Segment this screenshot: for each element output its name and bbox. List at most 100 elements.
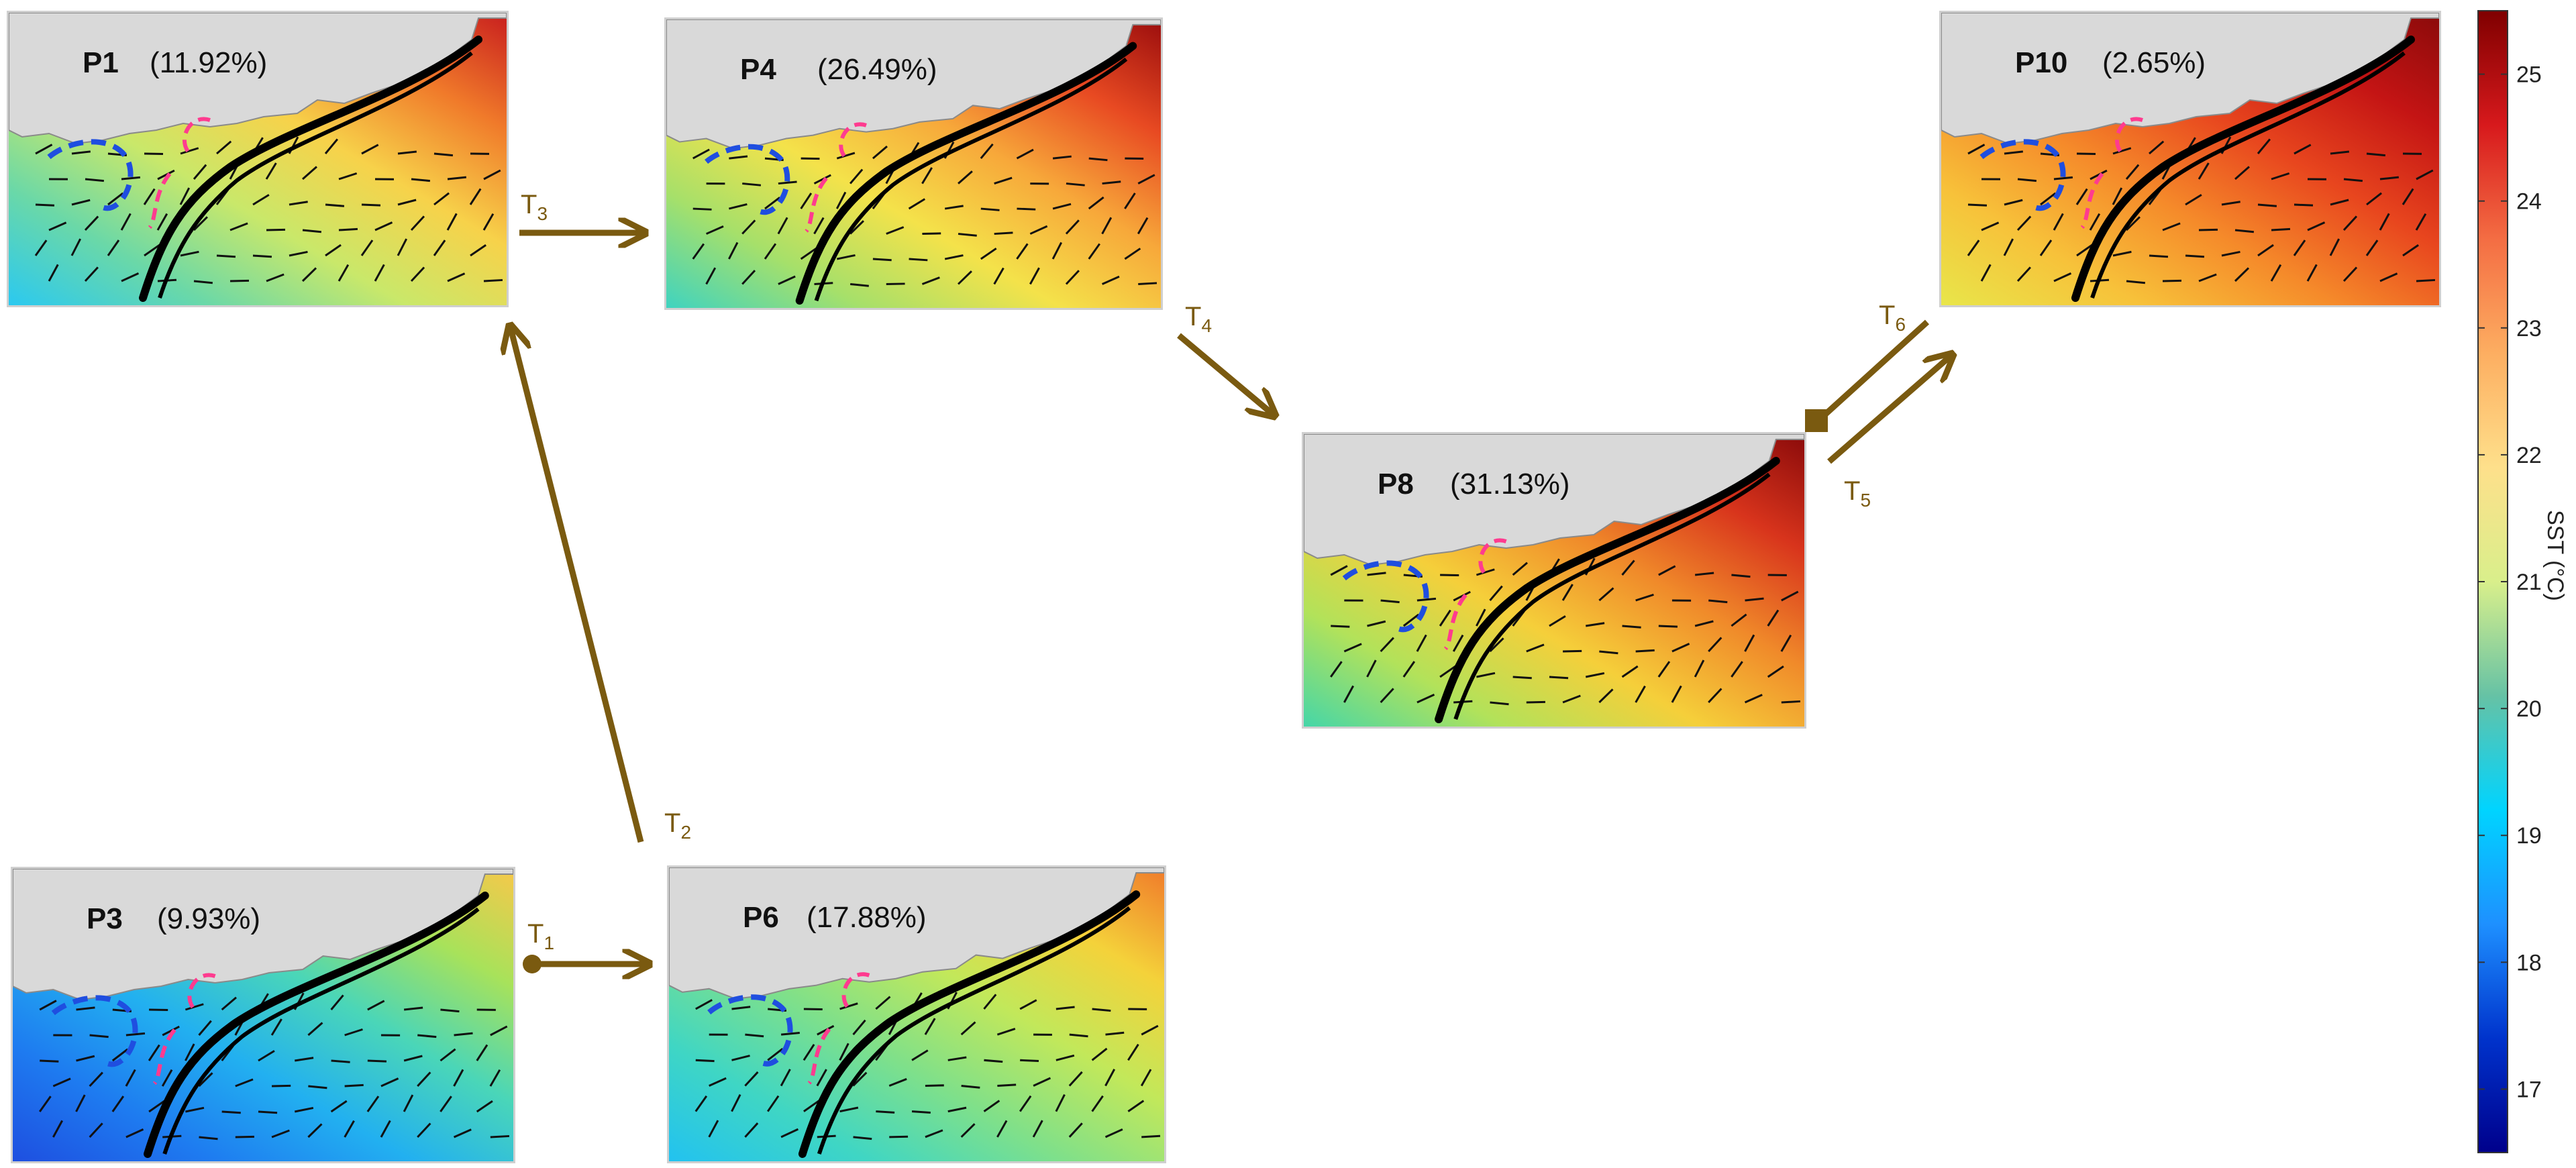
velocity-arrow [2330, 199, 2349, 206]
velocity-arrow [1092, 1008, 1111, 1012]
velocity-arrow [1781, 590, 1799, 602]
velocity-arrow [2162, 222, 2181, 231]
velocity-arrow [156, 213, 168, 231]
velocity-arrow [1767, 665, 1784, 678]
velocity-arrow [39, 1000, 57, 1011]
velocity-arrow [744, 1071, 759, 1087]
velocity-arrow [1598, 587, 1614, 602]
velocity-arrow [84, 215, 99, 231]
panel-p4: P4 (26.49%) [664, 17, 1163, 310]
warm-eddy-path [1443, 538, 1507, 651]
velocity-arrow [453, 1069, 464, 1087]
velocity-arrow [1105, 1031, 1125, 1036]
velocity-arrow [817, 1024, 835, 1036]
velocity-arrow [1055, 1006, 1075, 1010]
velocity-arrow [198, 1020, 212, 1036]
warm-eddy-path [2080, 117, 2143, 229]
panel-label: P8 [1378, 468, 1414, 500]
velocity-arrow [1621, 560, 1635, 576]
boundary-current [139, 36, 482, 302]
velocity-arrow [960, 1123, 976, 1138]
panel-p1: P1 (11.92%) [7, 11, 509, 307]
velocity-field [694, 992, 1161, 1140]
velocity-arrow [162, 1025, 180, 1037]
velocity-arrow [1402, 661, 1416, 678]
velocity-arrow [695, 1059, 715, 1063]
transition-arrow [1177, 333, 1275, 416]
velocity-arrow [490, 1025, 508, 1037]
velocity-arrow [111, 1048, 129, 1062]
velocity-arrow [741, 219, 756, 235]
velocity-arrow [980, 248, 997, 260]
end-square-icon [1805, 409, 1828, 432]
panel-label: P10 [2015, 46, 2068, 79]
land-mass [1304, 434, 1804, 566]
velocity-arrow [1731, 574, 1751, 578]
velocity-arrow [1526, 643, 1545, 653]
velocity-arrow [692, 243, 705, 260]
velocity-arrow [446, 213, 458, 231]
land-mass [13, 869, 513, 1001]
panel-p8: P8 (31.13%) [1302, 432, 1806, 729]
velocity-arrow [252, 254, 272, 258]
panel-label: P3 [87, 902, 123, 935]
velocity-arrow [922, 232, 941, 235]
velocity-arrow [2379, 213, 2390, 231]
velocity-arrow [731, 1094, 741, 1112]
velocity-arrow [85, 178, 105, 182]
transition-label: T4 [1185, 302, 1212, 336]
panel-label: P6 [743, 901, 779, 934]
velocity-arrow [1101, 217, 1113, 235]
velocity-arrow [1055, 1054, 1075, 1061]
velocity-arrow [482, 213, 495, 231]
velocity-arrow [185, 1106, 205, 1113]
cold-eddy-path [705, 144, 790, 215]
velocity-arrow [252, 194, 270, 206]
velocity-arrow [1088, 157, 1108, 162]
velocity-arrow [469, 188, 482, 205]
velocity-arrow [289, 201, 308, 206]
velocity-arrow [1635, 593, 1654, 602]
velocity-arrow [709, 1077, 727, 1087]
velocity-arrow [2416, 278, 2436, 282]
warm-eddy-path [148, 117, 211, 229]
velocity-arrow [1744, 634, 1755, 652]
velocity-arrow [993, 267, 1004, 285]
velocity-arrow [1452, 634, 1464, 652]
transition-t5: T5 [1827, 354, 1953, 511]
transition-label: T1 [527, 919, 554, 953]
velocity-arrow [1731, 661, 1743, 678]
velocity-arrow [89, 1122, 103, 1138]
velocity-arrow [947, 1106, 967, 1113]
velocity-arrow [1127, 1100, 1145, 1112]
velocity-arrow [360, 240, 374, 256]
velocity-arrow [2125, 164, 2140, 180]
boundary-current [144, 892, 489, 1158]
velocity-arrow [331, 1059, 350, 1063]
velocity-arrow [193, 216, 208, 231]
transition-t4: T4 [1177, 302, 1275, 416]
velocity-arrow [374, 221, 393, 231]
velocity-arrow [366, 1096, 380, 1112]
colorbar-tick-label: 19 [2516, 823, 2542, 849]
velocity-arrow [1439, 609, 1451, 627]
velocity-arrow [35, 144, 53, 155]
velocity-arrow [2076, 244, 2093, 257]
velocity-arrow [338, 227, 358, 231]
boundary-current-branch [814, 57, 1128, 302]
velocity-arrow [71, 150, 91, 155]
velocity-arrow [1635, 649, 1655, 653]
panel-percentage: (11.92%) [150, 46, 268, 79]
velocity-arrow [2198, 162, 2210, 180]
boundary-current [795, 42, 1137, 305]
velocity-arrow [403, 1055, 423, 1062]
velocity-field [1967, 136, 2436, 284]
velocity-arrow [839, 1106, 859, 1113]
velocity-arrow [2402, 244, 2419, 257]
velocity-arrow [1967, 240, 1980, 256]
velocity-arrow [800, 193, 813, 209]
velocity-arrow [872, 258, 892, 262]
velocity-arrow [1343, 685, 1355, 703]
velocity-arrow [302, 229, 322, 233]
velocity-arrow [1104, 1069, 1116, 1087]
